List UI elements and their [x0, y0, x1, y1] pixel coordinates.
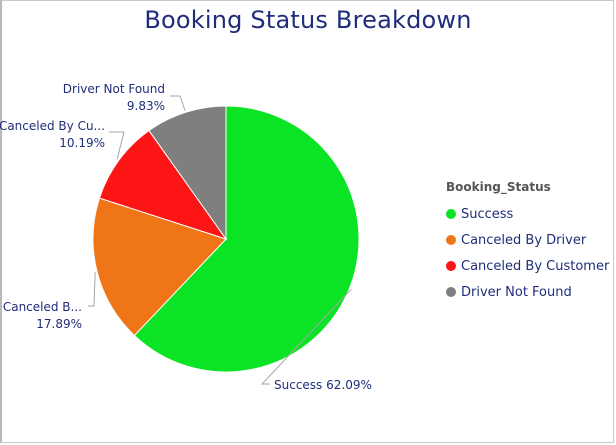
pie-slice-driver-not-found[interactable]: [148, 105, 227, 241]
legend-label-driver-not-found: Driver Not Found: [461, 284, 572, 300]
data-label-canceled-by-customer-percent: 10.19%: [59, 136, 105, 150]
legend-marker-success: [446, 209, 456, 219]
legend-marker-canceled-by-driver: [446, 235, 456, 245]
pie-slice-canceled-by-driver[interactable]: [92, 197, 227, 337]
pie-slice-success[interactable]: [133, 105, 360, 373]
legend-item-success[interactable]: Success: [446, 201, 609, 227]
data-label-driver-not-found: Driver Not Found: [63, 82, 165, 96]
data-label-canceled-by-driver: Canceled B...: [3, 300, 82, 314]
leader-line-driver-not-found: [170, 95, 186, 111]
legend-item-driver-not-found[interactable]: Driver Not Found: [446, 279, 609, 305]
legend-label-success: Success: [461, 206, 514, 222]
leader-line-success: [260, 288, 352, 385]
data-label-canceled-by-driver-percent: 17.89%: [36, 317, 82, 331]
legend-marker-driver-not-found: [446, 287, 456, 297]
legend-label-canceled-by-customer: Canceled By Customer: [461, 258, 610, 274]
leader-line-canceled-by-customer: [109, 131, 125, 160]
chart-title: Booking Status Breakdown: [144, 6, 472, 34]
left-edge-ticks: [0, 7, 3, 441]
leader-line-canceled-by-driver: [88, 272, 96, 307]
data-label-driver-not-found-percent: 9.83%: [127, 99, 165, 113]
legend-marker-canceled-by-customer: [446, 261, 456, 271]
data-label-success: Success 62.09%: [274, 378, 372, 392]
data-label-canceled-by-customer: Canceled By Cu...: [0, 119, 105, 133]
legend-item-canceled-by-customer[interactable]: Canceled By Customer: [446, 253, 609, 279]
pie-slice-canceled-by-customer[interactable]: [98, 129, 228, 240]
legend: Booking_Status Success Canceled By Drive…: [446, 180, 609, 305]
legend-title: Booking_Status: [446, 180, 551, 194]
legend-item-canceled-by-driver[interactable]: Canceled By Driver: [446, 227, 609, 253]
legend-label-canceled-by-driver: Canceled By Driver: [461, 232, 587, 248]
